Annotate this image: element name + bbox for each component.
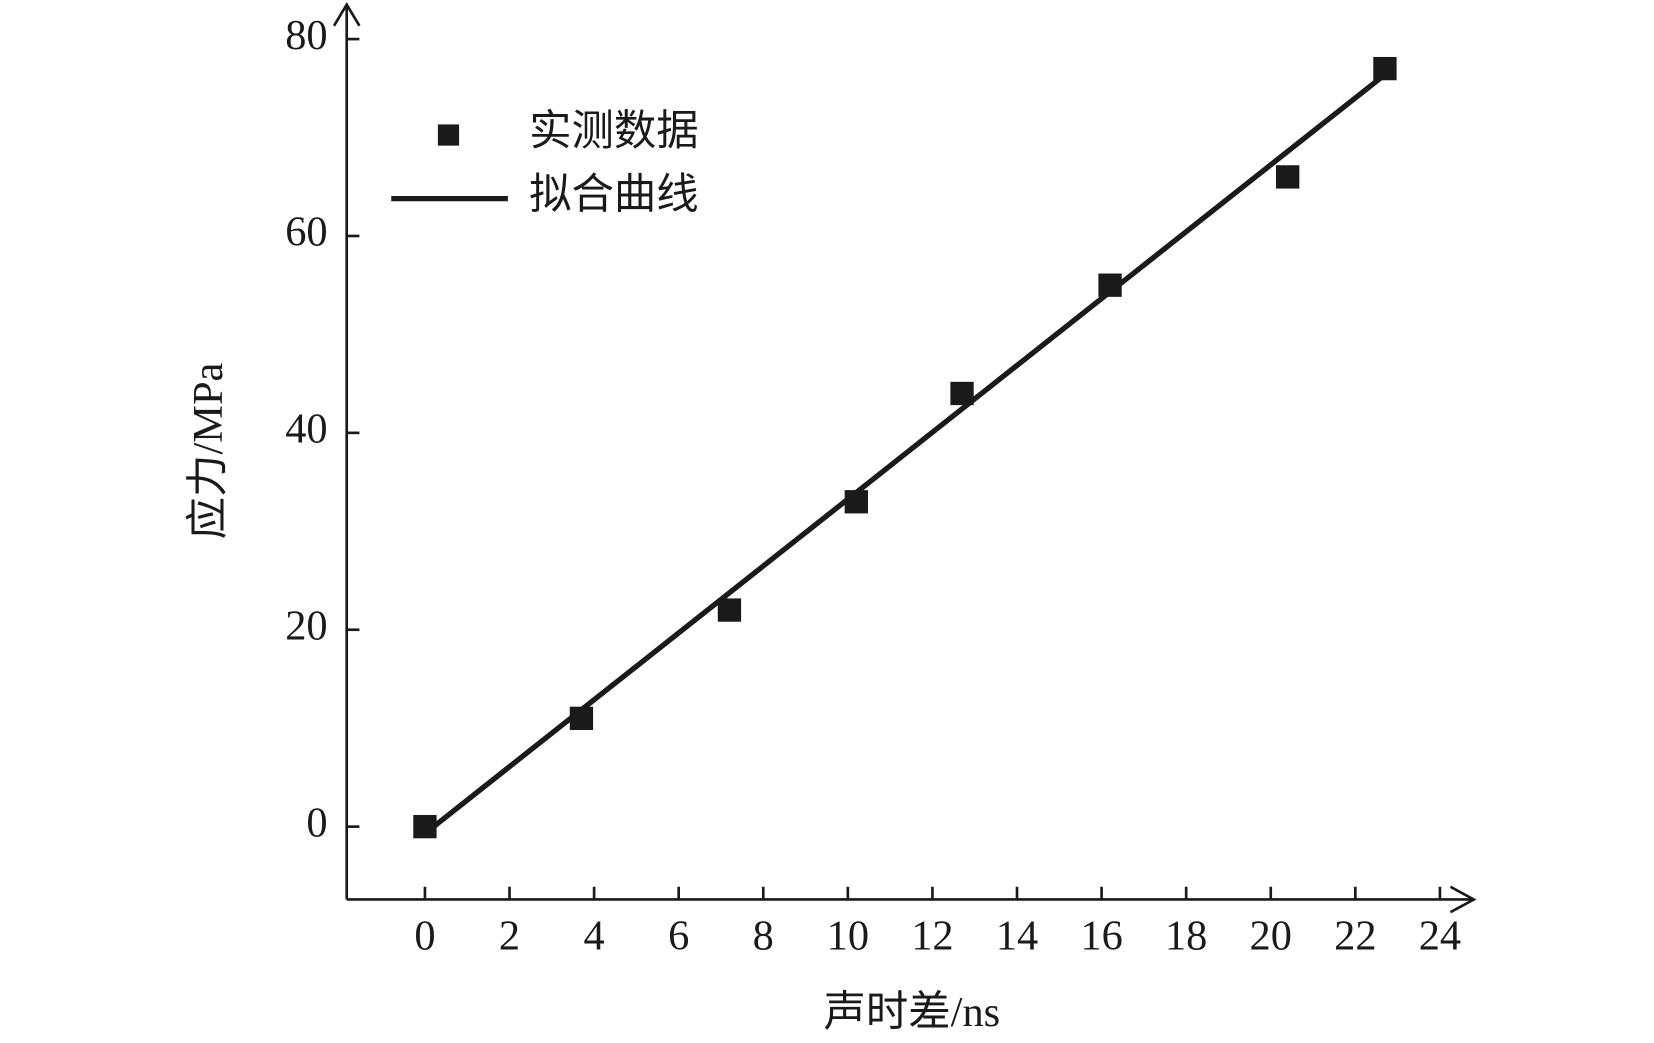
x-tick-label: 24 (1419, 913, 1461, 960)
data-point (1373, 56, 1397, 81)
x-axis-arrow (1449, 885, 1477, 914)
y-tick-label: 40 (285, 406, 327, 453)
y-axis-arrow (332, 2, 361, 27)
y-tick-label: 0 (306, 799, 327, 846)
data-point (413, 814, 437, 839)
x-tick-label: 6 (668, 913, 689, 960)
legend-label: 拟合曲线 (529, 171, 699, 218)
y-tick-label: 20 (285, 602, 327, 649)
data-point (950, 381, 974, 406)
legend-marker (437, 124, 460, 146)
x-tick-label: 18 (1165, 913, 1207, 960)
x-tick-label: 2 (499, 913, 520, 960)
x-tick-label: 16 (1080, 913, 1122, 960)
x-tick-label: 14 (996, 913, 1038, 960)
y-axis-label: 应力/MPa (185, 362, 232, 539)
data-point (717, 598, 742, 622)
x-tick-label: 4 (584, 913, 605, 960)
x-tick-label: 10 (827, 913, 869, 960)
data-point (1098, 273, 1122, 297)
fit-line (423, 72, 1387, 836)
data-point (1276, 165, 1300, 189)
x-tick-label: 12 (911, 913, 953, 960)
x-tick-label: 22 (1334, 913, 1376, 960)
y-tick-label: 60 (285, 209, 327, 256)
legend-label: 实测数据 (529, 108, 699, 155)
x-axis-label: 声时差/ns (823, 989, 1000, 1036)
x-tick-label: 8 (753, 913, 774, 960)
y-tick-label: 80 (285, 12, 327, 59)
x-tick-label: 20 (1250, 913, 1292, 960)
x-tick-label: 0 (414, 913, 435, 960)
